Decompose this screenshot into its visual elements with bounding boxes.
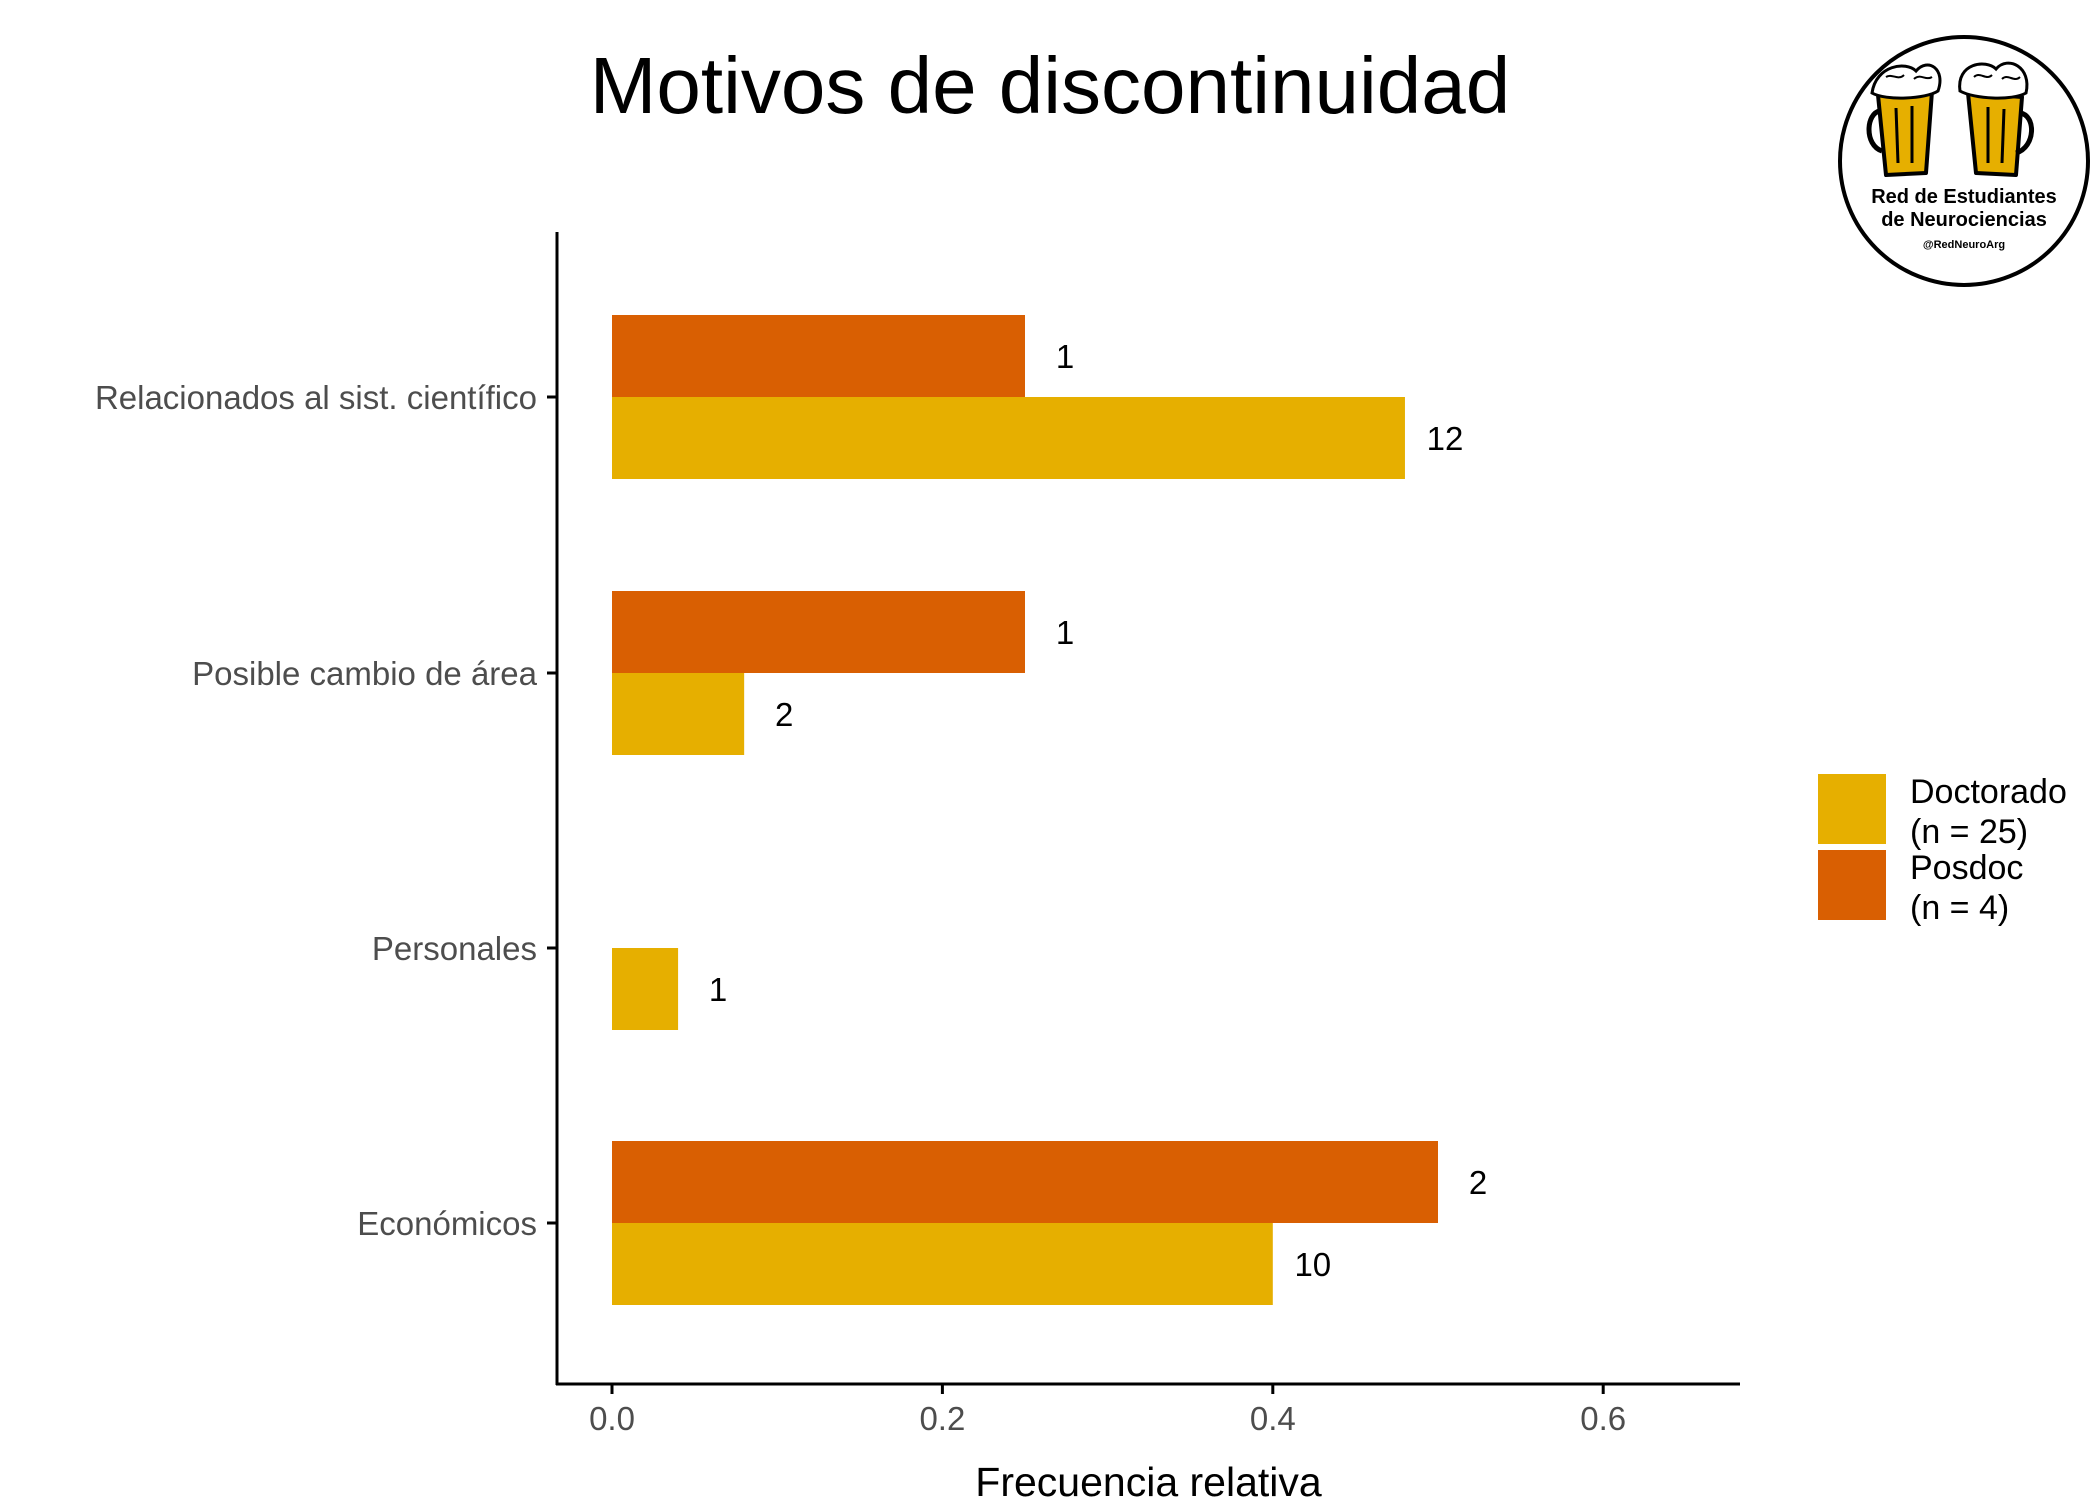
- logo-line2: de Neurociencias: [1881, 209, 2047, 231]
- bar-posdoc-0: [612, 315, 1025, 397]
- y-tick-label-2: Personales: [372, 930, 537, 967]
- bar-posdoc-3: [612, 1141, 1438, 1223]
- legend-key-doctorado: [1818, 774, 1886, 844]
- legend-key-posdoc: [1818, 850, 1886, 920]
- x-tick-label-3: 0.6: [1580, 1400, 1626, 1437]
- logo-badge-icon: [1838, 35, 2090, 287]
- data-label-posdoc-3: 2: [1469, 1164, 1487, 1201]
- data-label-doctorado-3: 10: [1294, 1246, 1331, 1283]
- x-tick-label-0: 0.0: [589, 1400, 635, 1437]
- data-label-doctorado-0: 12: [1427, 420, 1464, 457]
- bar-doctorado-1: [612, 673, 745, 755]
- bar-doctorado-0: [612, 397, 1405, 479]
- data-label-posdoc-0: 1: [1056, 338, 1074, 375]
- legend-label-posdoc: Posdoc (n = 4): [1910, 848, 2100, 928]
- legend-label-posdoc-line2: (n = 4): [1910, 889, 2010, 927]
- chart-title: Motivos de discontinuidad: [589, 41, 1511, 130]
- logo-line1: Red de Estudiantes: [1871, 186, 2057, 208]
- data-label-posdoc-1: 1: [1056, 614, 1074, 651]
- beer-mug-left-icon: [1866, 63, 1942, 177]
- y-tick-label-0: Relacionados al sist. científico: [95, 379, 537, 416]
- legend-label-doctorado-line2: (n = 25): [1910, 813, 2029, 851]
- data-label-doctorado-1: 2: [775, 696, 793, 733]
- legend-label-doctorado: Doctorado (n = 25): [1910, 772, 2100, 852]
- bar-doctorado-2: [612, 948, 679, 1030]
- bar-doctorado-3: [612, 1223, 1273, 1305]
- x-tick-label-1: 0.2: [919, 1400, 965, 1437]
- x-tick-label-2: 0.4: [1250, 1400, 1296, 1437]
- beer-mug-right-icon: [1958, 61, 2034, 177]
- legend-label-doctorado-line1: Doctorado: [1910, 773, 2067, 811]
- logo: Red de Estudiantes de Neurociencias @Red…: [1836, 33, 2092, 289]
- x-axis-label: Frecuencia relativa: [975, 1459, 1322, 1500]
- bar-posdoc-1: [612, 591, 1025, 673]
- data-label-doctorado-2: 1: [709, 971, 727, 1008]
- y-tick-label-3: Económicos: [357, 1205, 537, 1242]
- logo-handle: @RedNeuroArg: [1922, 239, 2006, 251]
- legend-label-posdoc-line1: Posdoc: [1910, 849, 2024, 887]
- y-tick-label-1: Posible cambio de área: [192, 655, 538, 692]
